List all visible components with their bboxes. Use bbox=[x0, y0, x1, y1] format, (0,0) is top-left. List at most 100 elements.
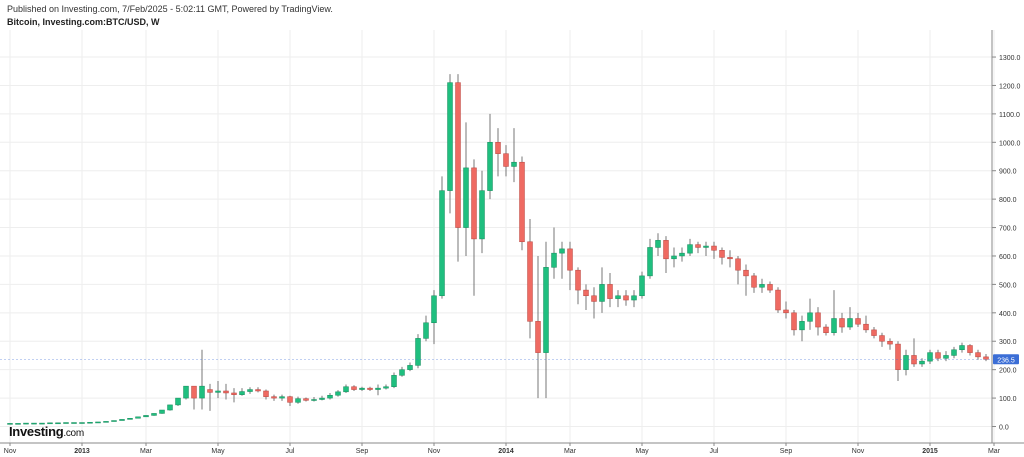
candle-down bbox=[303, 397, 309, 402]
candle-up bbox=[279, 394, 285, 401]
candle-down bbox=[471, 159, 477, 296]
x-tick-label: Sep bbox=[780, 448, 793, 455]
y-tick-label: 600.0 bbox=[999, 254, 1017, 261]
candle-body bbox=[311, 399, 317, 401]
candle-up bbox=[647, 238, 653, 279]
candle-body bbox=[247, 389, 253, 392]
candle-body bbox=[919, 360, 925, 365]
candle-body bbox=[951, 349, 957, 356]
candle-body bbox=[407, 365, 413, 370]
candle-down bbox=[983, 354, 989, 362]
candle-up bbox=[559, 241, 565, 279]
candle-body bbox=[775, 289, 781, 311]
candle-down bbox=[191, 385, 197, 410]
symbol-title: Bitcoin, Investing.com:BTC/USD, W bbox=[7, 17, 160, 27]
candle-up bbox=[127, 418, 133, 420]
candle-body bbox=[431, 295, 437, 324]
candle-up bbox=[799, 315, 805, 342]
candle-body bbox=[783, 309, 789, 314]
candle-down bbox=[719, 247, 725, 265]
candle-body bbox=[671, 255, 677, 260]
x-tick-label: Mar bbox=[564, 448, 577, 455]
candle-body bbox=[799, 321, 805, 331]
candle-body bbox=[103, 421, 109, 423]
candle-down bbox=[367, 386, 373, 391]
investing-logo: Investing.com bbox=[9, 424, 84, 439]
candle-body bbox=[839, 318, 845, 328]
price-axis[interactable]: 0.0 100.0 200.0 300.0 400.0 500.0 600.0 700.0 80… bbox=[992, 55, 1021, 432]
candle-body bbox=[479, 190, 485, 240]
candle-body bbox=[583, 289, 589, 297]
candle-body bbox=[927, 352, 933, 362]
candle-body bbox=[175, 397, 181, 406]
candle-body bbox=[367, 387, 373, 390]
candle-body bbox=[631, 295, 637, 301]
candle-body bbox=[599, 284, 605, 302]
candle-down bbox=[287, 395, 293, 407]
y-tick-label: 1300.0 bbox=[999, 55, 1021, 62]
x-tick-label: Sep bbox=[356, 448, 369, 455]
published-note: Published on Investing.com, 7/Feb/2025 -… bbox=[7, 4, 333, 14]
candle-down bbox=[735, 255, 741, 285]
candle-down bbox=[591, 287, 597, 319]
candle-down bbox=[791, 309, 797, 336]
candle-up bbox=[703, 241, 709, 256]
candle-down bbox=[527, 219, 533, 339]
candle-up bbox=[919, 358, 925, 367]
candle-down bbox=[855, 312, 861, 328]
candle-body bbox=[487, 142, 493, 191]
candle-body bbox=[759, 284, 765, 288]
candle-down bbox=[255, 387, 261, 393]
candle-body bbox=[591, 295, 597, 302]
candle-down bbox=[503, 145, 509, 177]
candle-body bbox=[743, 269, 749, 277]
candle-body bbox=[647, 247, 653, 277]
candle-body bbox=[159, 409, 165, 414]
candle-down bbox=[495, 128, 501, 177]
time-axis[interactable]: Nov 2013 Mar May Jul Sep Nov 2014 Mar May Jul Sep No… bbox=[4, 443, 1001, 455]
candle-body bbox=[239, 391, 245, 395]
candle-body bbox=[655, 240, 661, 248]
candle-body bbox=[983, 356, 989, 360]
candle-up bbox=[151, 413, 157, 416]
candle-body bbox=[447, 82, 453, 191]
candle-body bbox=[15, 423, 21, 425]
candle-body bbox=[143, 415, 149, 418]
candle-up bbox=[47, 422, 53, 425]
candle-up bbox=[319, 395, 325, 401]
last-price-box bbox=[993, 354, 1019, 365]
candle-body bbox=[959, 345, 965, 351]
candle-body bbox=[223, 390, 229, 394]
candle-up bbox=[479, 170, 485, 254]
last-price-badge: 236.5 bbox=[0, 354, 1019, 365]
candle-body bbox=[343, 386, 349, 393]
candle-down bbox=[727, 250, 733, 268]
candle-body bbox=[495, 142, 501, 154]
candle-down bbox=[975, 349, 981, 360]
candle-body bbox=[351, 386, 357, 390]
candle-down bbox=[815, 307, 821, 336]
candle-up bbox=[551, 227, 557, 279]
candle-down bbox=[783, 301, 789, 319]
candle-up bbox=[383, 384, 389, 390]
candle-body bbox=[615, 295, 621, 299]
candle-up bbox=[39, 422, 45, 425]
candle-up bbox=[311, 396, 317, 402]
candle-body bbox=[863, 323, 869, 331]
candle-body bbox=[735, 258, 741, 271]
candle-body bbox=[639, 275, 645, 297]
candle-body bbox=[935, 352, 941, 359]
candle-body bbox=[879, 335, 885, 342]
candle-down bbox=[967, 344, 973, 356]
candle-body bbox=[967, 345, 973, 353]
candle-body bbox=[111, 420, 117, 422]
candle-body bbox=[607, 284, 613, 299]
candle-up bbox=[143, 415, 149, 418]
candle-down bbox=[743, 264, 749, 296]
candle-body bbox=[471, 167, 477, 240]
candle-down bbox=[271, 394, 277, 401]
logo-domain: .com bbox=[63, 428, 84, 439]
candle-body bbox=[903, 355, 909, 370]
candle-down bbox=[207, 383, 213, 411]
